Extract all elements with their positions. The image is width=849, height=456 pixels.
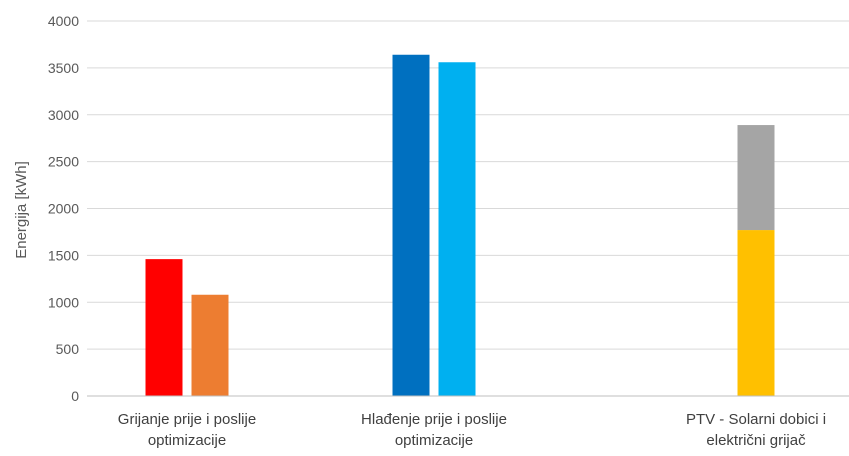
y-axis-ticks: 0 500 1000 1500 2000 2500 3000 3500 4000 — [48, 13, 79, 404]
bar-g1-b1-s0 — [438, 62, 476, 396]
y-tick-label: 2000 — [48, 201, 79, 217]
category-label: optimizacije — [395, 432, 473, 449]
y-tick-label: 3500 — [48, 60, 79, 76]
category-label: PTV - Solarni dobici i — [686, 411, 826, 428]
y-tick-label: 2500 — [48, 154, 79, 170]
category-label: Grijanje prije i poslije — [118, 411, 256, 428]
bar-g1-b0-s0 — [392, 54, 430, 396]
y-tick-label: 4000 — [48, 13, 79, 29]
bar-g0-b0-s0 — [145, 259, 183, 396]
y-tick-label: 0 — [71, 388, 79, 404]
category-label: optimizacije — [148, 432, 226, 449]
bars — [145, 54, 775, 396]
category-label: Hlađenje prije i poslije — [361, 411, 507, 428]
y-tick-label: 500 — [56, 341, 80, 357]
y-tick-label: 1000 — [48, 294, 79, 310]
x-axis-category-labels: Grijanje prije i poslije optimizacije Hlađ… — [118, 411, 826, 449]
y-tick-label: 3000 — [48, 107, 79, 123]
bar-g2-b0-s1 — [737, 125, 775, 231]
y-tick-label: 1500 — [48, 247, 79, 263]
y-axis-title: Energija [kWh] — [13, 161, 30, 259]
bar-g2-b0-s0 — [737, 230, 775, 396]
category-label: električni grijač — [706, 432, 806, 449]
bar-g0-b1-s0 — [191, 294, 229, 396]
